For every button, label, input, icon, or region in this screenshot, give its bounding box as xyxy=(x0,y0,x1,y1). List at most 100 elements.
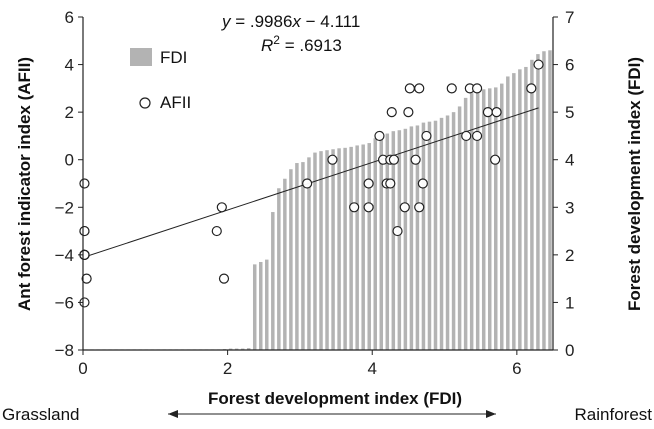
right-tick-label: 5 xyxy=(565,103,574,122)
x-tick-label: 0 xyxy=(78,359,87,378)
fdi-bar xyxy=(403,128,408,350)
afii-point xyxy=(79,225,90,237)
afii-point xyxy=(446,83,457,94)
afii-point xyxy=(404,83,415,94)
fdi-bar xyxy=(325,150,329,350)
left-tick-label: −4 xyxy=(55,246,74,265)
y-axis-right-title: Forest development index (FDI) xyxy=(625,57,644,311)
fdi-bar xyxy=(421,122,426,350)
right-tick-label: 7 xyxy=(565,8,574,27)
y-axis-left-title: Ant forest indicator index (AFII) xyxy=(15,57,34,311)
fdi-bar xyxy=(355,145,359,350)
fdi-bar xyxy=(518,69,522,350)
afii-point xyxy=(490,154,501,165)
afii-point xyxy=(482,107,494,118)
afii-point xyxy=(385,178,396,189)
fdi-bar xyxy=(506,76,510,351)
fdi-bars xyxy=(84,50,552,351)
fdi-bar xyxy=(301,162,305,350)
x-axis-ticks: 0 2 4 6 xyxy=(78,350,522,378)
fdi-bar xyxy=(319,151,323,350)
fdi-bar xyxy=(481,89,486,350)
fdi-bar xyxy=(228,348,233,350)
fdi-bar xyxy=(542,51,546,350)
fdi-bar xyxy=(451,112,456,350)
equation-y: y xyxy=(221,12,232,31)
fdi-bar xyxy=(536,54,540,351)
left-tick-label: 2 xyxy=(65,103,74,122)
grassland-label: Grassland xyxy=(2,405,79,424)
afii-point xyxy=(363,202,374,213)
afii-point xyxy=(211,225,222,237)
right-tick-label: 0 xyxy=(565,341,574,360)
regression-equation: y = .9986x − 4.111 xyxy=(221,12,360,31)
afii-point xyxy=(349,202,360,213)
fdi-bar xyxy=(252,264,257,350)
equation-slope: = .9986 xyxy=(231,12,293,31)
left-tick-label: 0 xyxy=(65,151,74,170)
fdi-bar xyxy=(259,261,263,350)
right-tick-label: 6 xyxy=(565,56,574,75)
legend: FDI AFII xyxy=(130,48,191,112)
equation-x: x xyxy=(291,12,301,31)
fdi-bar xyxy=(277,188,281,350)
legend-fdi-swatch xyxy=(130,48,152,66)
x-tick-label: 2 xyxy=(223,359,232,378)
fdi-bar xyxy=(548,50,552,351)
right-tick-label: 3 xyxy=(565,198,574,217)
fdi-bar xyxy=(530,59,534,351)
fdi-bar xyxy=(475,90,480,351)
afii-point xyxy=(363,178,374,189)
left-tick-label: −8 xyxy=(55,341,74,360)
r2-r: R xyxy=(261,36,273,55)
fdi-bar xyxy=(469,93,474,351)
legend-fdi-label: FDI xyxy=(160,48,187,67)
gradient-arrow-right-head-icon xyxy=(486,410,496,418)
fdi-bar xyxy=(313,152,317,350)
fdi-bar xyxy=(307,157,311,350)
fdi-bar xyxy=(367,143,371,350)
fdi-bar xyxy=(512,73,516,350)
fdi-bar xyxy=(234,348,239,350)
x-tick-label: 6 xyxy=(512,359,521,378)
fdi-bar xyxy=(494,87,498,350)
left-tick-label: −6 xyxy=(55,293,74,312)
afii-point xyxy=(392,225,403,237)
fdi-bar xyxy=(487,88,492,351)
fdi-bar xyxy=(337,148,341,350)
fdi-bar xyxy=(457,106,462,351)
fdi-bar xyxy=(283,178,287,350)
right-tick-label: 1 xyxy=(565,293,574,312)
fdi-bar xyxy=(433,120,438,351)
fdi-bar xyxy=(391,131,396,350)
afii-point xyxy=(533,59,544,70)
fdi-bar xyxy=(409,126,414,350)
fdi-bar xyxy=(240,348,245,350)
afii-point xyxy=(421,130,432,142)
right-tick-label: 2 xyxy=(565,246,574,265)
afii-point xyxy=(417,178,428,189)
rainforest-label: Rainforest xyxy=(575,405,653,424)
afii-point xyxy=(414,202,425,213)
afii-point xyxy=(410,154,421,165)
fdi-bar xyxy=(500,83,504,350)
fdi-bar xyxy=(295,163,299,350)
gradient-arrow-left-head-icon xyxy=(168,410,178,418)
fdi-bar xyxy=(397,130,402,350)
equation-intercept: − 4.111 xyxy=(301,12,360,31)
afii-point xyxy=(399,202,410,213)
afii-point xyxy=(461,130,472,142)
left-tick-label: 6 xyxy=(65,8,74,27)
legend-afii-label: AFII xyxy=(160,93,191,112)
r2-value: = .6913 xyxy=(280,36,342,55)
legend-afii-marker-icon xyxy=(139,97,151,109)
fdi-bar xyxy=(463,97,468,351)
fdi-bar xyxy=(331,149,335,350)
r-squared-label: R2 = .6913 xyxy=(261,33,342,55)
afii-points xyxy=(79,59,544,308)
fdi-bar xyxy=(439,117,444,350)
fdi-bar xyxy=(379,134,384,350)
afii-point xyxy=(471,130,483,142)
left-tick-label: −2 xyxy=(55,198,74,217)
right-axis-ticks: 0 1 2 3 4 5 6 7 xyxy=(553,8,574,360)
